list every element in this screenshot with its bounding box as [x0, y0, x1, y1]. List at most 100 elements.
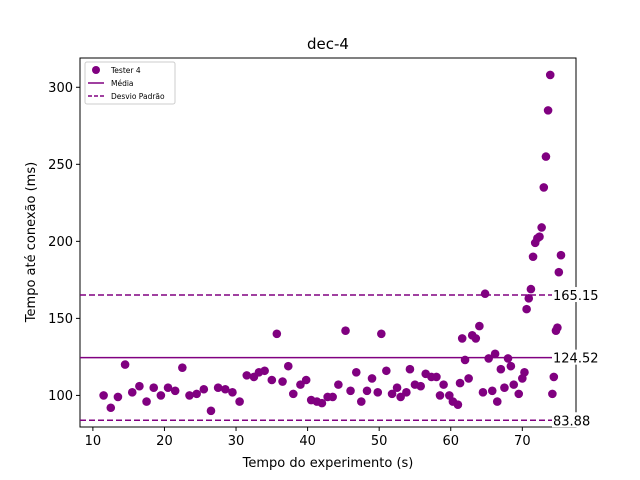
data-point	[553, 323, 562, 332]
data-point	[334, 380, 343, 389]
data-point	[228, 388, 237, 397]
plot-area	[79, 57, 577, 428]
data-point	[435, 391, 445, 400]
data-point	[490, 349, 500, 359]
x-tick-label: 50	[371, 434, 388, 449]
data-point	[178, 363, 187, 372]
y-tick-label: 250	[48, 158, 73, 173]
legend-marker	[92, 66, 100, 74]
std-upper-label: 165.15	[553, 289, 599, 304]
data-point	[535, 232, 544, 242]
legend-entry-label: Média	[111, 79, 134, 88]
data-point	[142, 397, 151, 406]
mean-label-bg	[552, 349, 602, 365]
data-point	[509, 380, 519, 389]
data-point	[457, 334, 467, 343]
data-point	[405, 364, 415, 374]
y-axis-label: Tempo até conexão (ms)	[24, 162, 39, 323]
data-point	[471, 334, 481, 343]
data-point	[317, 398, 327, 408]
data-point	[496, 364, 506, 374]
data-point	[170, 386, 180, 396]
data-point	[185, 391, 194, 400]
data-point	[267, 375, 277, 385]
x-tick-label: 10	[85, 434, 102, 449]
y-tick-label: 100	[48, 389, 73, 404]
data-point	[545, 70, 555, 80]
data-point	[543, 106, 553, 115]
data-point	[416, 381, 425, 391]
data-point	[213, 383, 223, 393]
data-point	[377, 329, 386, 339]
data-point	[328, 392, 337, 402]
data-point	[235, 397, 244, 406]
y-axis-ticks: 100 150 200 250 300	[48, 81, 80, 404]
data-point	[135, 381, 144, 391]
data-point	[127, 388, 137, 397]
data-point	[362, 386, 372, 396]
data-point	[464, 374, 473, 383]
data-point	[392, 383, 402, 393]
data-point	[149, 383, 159, 393]
data-point	[272, 329, 282, 339]
data-point	[514, 389, 524, 399]
data-point	[526, 284, 536, 294]
data-point	[382, 366, 391, 376]
data-point	[220, 384, 230, 394]
x-tick-label: 40	[299, 434, 316, 449]
data-point	[99, 391, 108, 400]
data-point	[500, 383, 509, 393]
data-point	[242, 371, 252, 380]
data-point	[460, 355, 470, 365]
data-point	[539, 183, 549, 192]
data-point	[367, 374, 377, 383]
data-point	[475, 321, 484, 331]
legend-entry-label: Desvio Padrão	[111, 92, 165, 101]
chart-title: dec-4	[307, 35, 349, 53]
data-point	[402, 388, 411, 397]
data-point	[548, 389, 557, 399]
mean-label: 124.52	[553, 352, 599, 367]
data-points	[99, 70, 566, 416]
data-point	[283, 361, 293, 371]
data-point	[439, 380, 448, 389]
legend-entry-label: Tester 4	[110, 66, 141, 75]
data-point	[554, 267, 564, 277]
data-point	[506, 361, 516, 371]
data-point	[199, 384, 209, 394]
data-point	[556, 250, 566, 260]
data-point	[549, 372, 559, 382]
data-point	[156, 391, 166, 400]
std-upper-label-bg	[552, 287, 602, 303]
x-tick-label: 60	[442, 434, 459, 449]
y-tick-label: 300	[48, 81, 73, 96]
axes-frame	[79, 57, 577, 428]
data-point	[373, 388, 383, 397]
data-point	[192, 389, 201, 399]
data-point	[528, 252, 538, 262]
x-axis-ticks: 10 20 30 40 50 60 70	[85, 427, 531, 449]
data-point	[346, 386, 355, 396]
data-point	[520, 368, 529, 377]
std-lower-label: 83.88	[553, 414, 590, 429]
data-point	[492, 397, 502, 406]
x-tick-label: 20	[156, 434, 173, 449]
data-point	[480, 289, 490, 299]
data-point	[396, 392, 405, 402]
data-point	[537, 223, 546, 232]
legend-box	[84, 61, 176, 105]
data-point	[296, 380, 305, 389]
data-point	[356, 397, 366, 406]
data-point	[522, 304, 531, 314]
legend: Tester 4 Média Desvio Padrão	[84, 61, 176, 105]
data-point	[288, 389, 298, 399]
data-point	[301, 375, 311, 385]
data-point	[524, 294, 534, 303]
data-point	[453, 400, 463, 409]
y-tick-label: 200	[48, 235, 73, 250]
data-point	[432, 372, 441, 382]
data-point	[120, 360, 130, 369]
data-point	[341, 326, 350, 336]
data-point	[478, 388, 488, 397]
